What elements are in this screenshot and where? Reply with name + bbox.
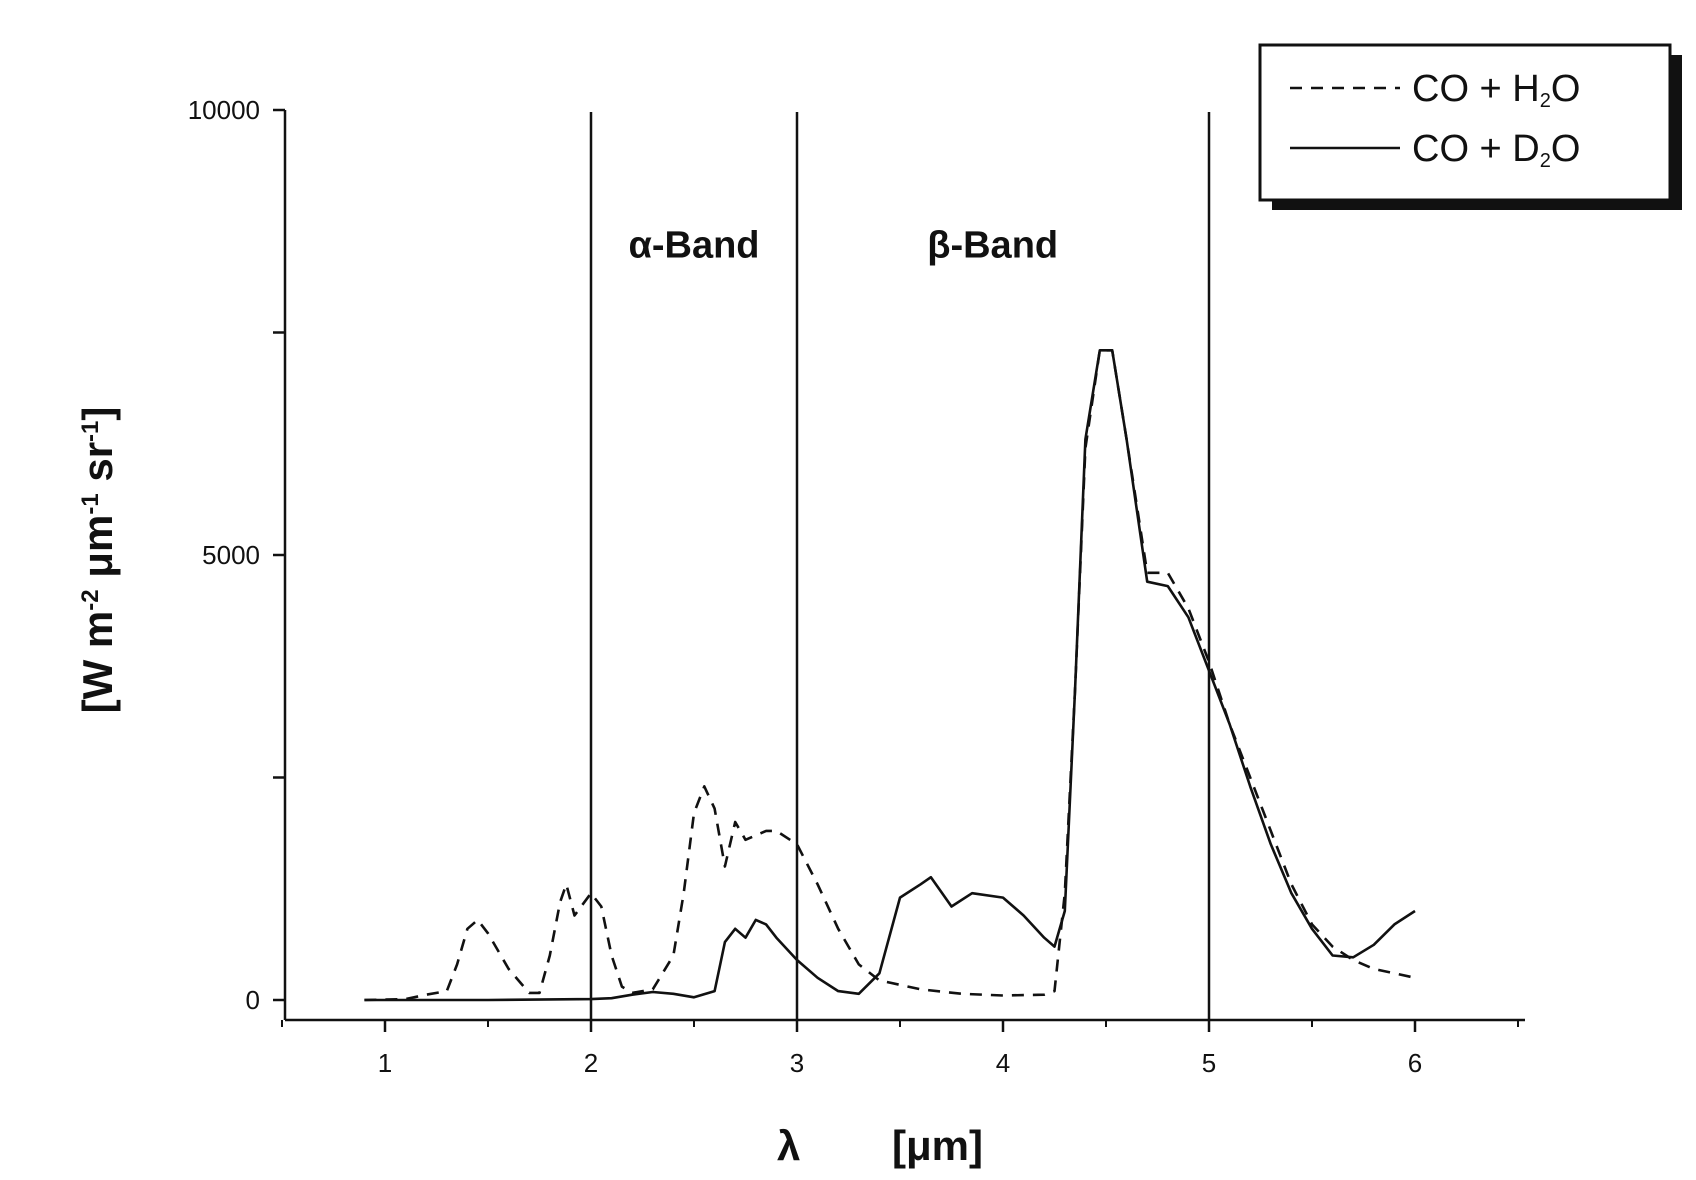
legend-label-co-h2o: CO + H2O xyxy=(1412,68,1580,112)
legend-label-part: O xyxy=(1551,128,1581,170)
x-tick-label: 3 xyxy=(790,1048,804,1078)
y-axis-title-part: μm xyxy=(74,515,121,590)
x-axis-title: λ [μm] xyxy=(777,1122,983,1169)
x-axis-symbol: λ xyxy=(777,1122,800,1169)
band-annotations: α-Band β-Band xyxy=(628,225,1058,267)
x-tick-label: 5 xyxy=(1202,1048,1216,1078)
y-axis-title: [W m-2 μm-1 sr-1] xyxy=(74,407,121,714)
y-axis-title-superscript: -1 xyxy=(77,421,104,442)
y-axis-title-superscript: -2 xyxy=(77,589,104,610)
x-axis-unit: [μm] xyxy=(892,1122,983,1169)
series-lines xyxy=(364,350,1415,1000)
y-axis-title-superscript: -1 xyxy=(77,493,104,514)
y-axis-title-part: ] xyxy=(74,407,121,421)
beta-band-label: β-Band xyxy=(927,225,1058,267)
x-tick-label: 1 xyxy=(378,1048,392,1078)
y-axis-title-part: sr xyxy=(74,442,121,493)
legend-subscript: 2 xyxy=(1540,150,1551,172)
axes: 0 5000 10000 1 2 3 4 5 6 xyxy=(188,95,1525,1078)
alpha-band-label: α-Band xyxy=(628,225,759,267)
y-tick-label: 0 xyxy=(246,985,260,1015)
legend-label-part: CO + D xyxy=(1412,128,1540,170)
legend-label-co-d2o: CO + D2O xyxy=(1412,128,1580,172)
y-tick-label: 10000 xyxy=(188,95,260,125)
legend-label-part: CO + H xyxy=(1412,68,1540,110)
x-tick-label: 2 xyxy=(584,1048,598,1078)
series-line-co-d2o xyxy=(364,350,1415,1000)
x-tick-label: 4 xyxy=(996,1048,1010,1078)
legend: CO + H2OCO + D2O xyxy=(1260,45,1682,210)
legend-subscript: 2 xyxy=(1540,90,1551,112)
y-tick-label: 5000 xyxy=(202,540,260,570)
series-line-co-h2o xyxy=(364,350,1415,1000)
legend-label-part: O xyxy=(1551,68,1581,110)
y-axis-title-part: [W m xyxy=(74,611,121,714)
x-tick-label: 6 xyxy=(1408,1048,1422,1078)
